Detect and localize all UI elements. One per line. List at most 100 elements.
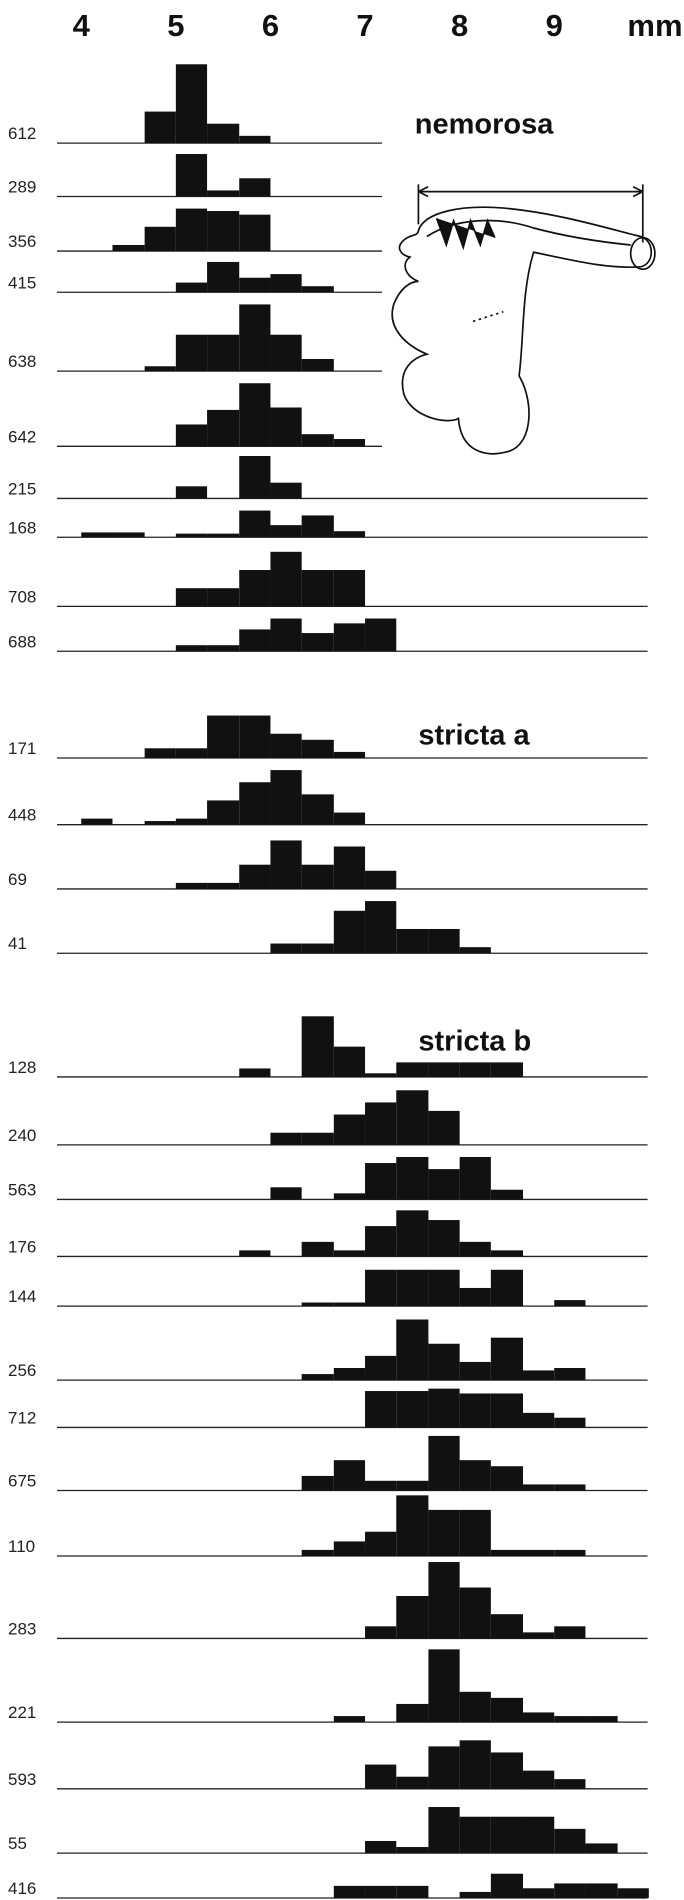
histogram-bar	[270, 770, 301, 825]
histogram-bar	[460, 1362, 491, 1380]
histogram-bar	[239, 383, 270, 446]
histogram-bar	[365, 871, 396, 889]
histogram-bar	[334, 570, 365, 606]
histogram-bar	[334, 1368, 365, 1380]
histogram-bar	[176, 588, 207, 606]
histogram-bar	[302, 434, 334, 446]
histogram-bar	[428, 1562, 459, 1638]
histogram-bar	[270, 734, 301, 758]
sample-label: 356	[8, 232, 36, 251]
histogram-bar	[523, 1484, 554, 1490]
histogram-bar	[554, 1550, 585, 1556]
histogram-bar	[396, 1062, 428, 1077]
panel-title: stricta b	[418, 1025, 531, 1057]
histogram-bar	[460, 1588, 491, 1639]
x-tick-label: 5	[167, 8, 184, 43]
histogram-bar	[207, 645, 239, 651]
histogram-bar	[523, 1888, 554, 1898]
histogram-bar	[460, 1062, 491, 1077]
histogram-bar	[334, 1303, 365, 1307]
histogram-bar	[365, 901, 396, 953]
histogram-bar	[302, 1374, 334, 1380]
histogram-bar	[334, 911, 365, 953]
histogram-bar	[460, 1740, 491, 1789]
histogram-bar	[176, 283, 207, 293]
histogram-bar	[554, 1368, 585, 1380]
histogram-bar	[365, 1163, 396, 1199]
histogram-bar	[270, 335, 301, 371]
histogram-bar	[428, 1220, 459, 1256]
histogram-bar	[145, 112, 176, 144]
histogram-bar	[523, 1632, 554, 1638]
histogram-bar	[554, 1883, 585, 1898]
histogram-bar	[523, 1550, 554, 1556]
histogram-bar	[239, 716, 270, 758]
histogram-bar	[302, 1550, 334, 1556]
histogram-bar	[428, 1270, 459, 1306]
sample-label: 215	[8, 479, 36, 498]
histogram-bar	[554, 1300, 585, 1306]
histogram-bar	[428, 1389, 459, 1428]
histogram-bar	[365, 1626, 396, 1638]
histogram-bar	[176, 883, 207, 889]
histogram-bar	[207, 335, 239, 371]
histogram-bar	[145, 821, 176, 825]
histogram-bar	[334, 847, 365, 889]
histogram-bar	[334, 1541, 365, 1556]
histogram-bar	[334, 1193, 365, 1199]
histogram-bar	[428, 1510, 459, 1556]
histogram-bar	[207, 410, 239, 446]
histogram-bar	[270, 552, 301, 607]
histogram-bar	[491, 1752, 523, 1788]
histogram-bar	[460, 1460, 491, 1490]
histogram-bar	[176, 209, 207, 251]
histogram-bar	[365, 1073, 396, 1077]
histogram-bar	[460, 1393, 491, 1427]
histogram-bar	[334, 623, 365, 651]
histogram-bar	[365, 1532, 396, 1556]
sample-label: 168	[8, 518, 36, 537]
histogram-bar	[491, 1614, 523, 1638]
flower-drawing	[392, 184, 655, 453]
flower-detail	[473, 312, 503, 322]
histogram-bar	[302, 1133, 334, 1145]
panel-title: stricta a	[418, 720, 530, 752]
sample-label: 41	[8, 934, 27, 953]
histogram-bar	[176, 335, 207, 371]
histogram-bar	[302, 1476, 334, 1491]
histogram-bar	[239, 1068, 270, 1076]
sample-label: 712	[8, 1408, 36, 1427]
sample-label: 448	[8, 806, 36, 825]
histogram-bar	[460, 1510, 491, 1556]
histogram-bar	[270, 483, 301, 499]
histogram-bar	[365, 1102, 396, 1144]
histogram-bar	[428, 1062, 459, 1077]
histogram-bar	[176, 819, 207, 825]
histogram-bar	[112, 245, 144, 251]
histogram-bar	[239, 570, 270, 606]
sample-label: 675	[8, 1471, 36, 1490]
histogram-bar	[239, 782, 270, 824]
histogram-bar	[396, 1704, 428, 1722]
sample-label: 593	[8, 1770, 36, 1789]
histogram-bar	[491, 1550, 523, 1556]
histogram-bar	[618, 1888, 649, 1898]
histogram-bar	[396, 1210, 428, 1256]
histogram-bar	[554, 1418, 585, 1428]
histogram-bar	[585, 1883, 617, 1898]
histogram-bar	[207, 883, 239, 889]
histogram-bar	[270, 274, 301, 292]
histogram-bar	[491, 1393, 523, 1427]
sample-label: 688	[8, 632, 36, 651]
histogram-bar	[207, 716, 239, 758]
histogram-bar	[334, 531, 365, 537]
histogram-bar	[460, 1242, 491, 1257]
histogram-bar	[302, 515, 334, 537]
histogram-bar	[239, 629, 270, 651]
histogram-bar	[428, 1746, 459, 1788]
histogram-bar	[81, 532, 112, 537]
sample-label: 415	[8, 273, 36, 292]
histogram-bar	[491, 1817, 523, 1853]
histogram-bar	[334, 813, 365, 825]
histogram-bar	[365, 1356, 396, 1380]
